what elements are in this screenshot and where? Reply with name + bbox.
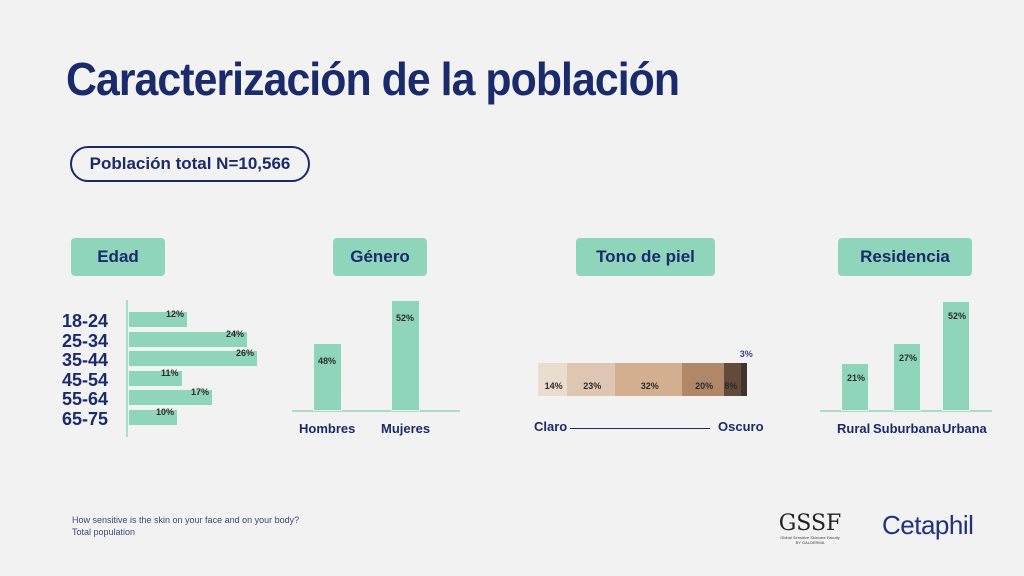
age-category-label: 18-24 <box>62 311 109 331</box>
skin-data-label: 8% <box>724 381 738 391</box>
residence-bar <box>893 343 921 411</box>
age-data-label: 17% <box>191 387 210 397</box>
age-bar <box>128 369 183 387</box>
age-category-label: 35-44 <box>62 350 109 370</box>
footnote-question: How sensitive is the skin on your face a… <box>72 515 300 525</box>
footnote: How sensitive is the skin on your face a… <box>72 514 299 538</box>
age-bar <box>128 389 213 406</box>
age-bar <box>128 350 258 367</box>
skin-data-label: 32% <box>640 381 659 391</box>
gssf-logo-sub: Global Sensitive Skincare Faculty <box>780 535 840 540</box>
skin-label-oscuro: Oscuro <box>718 419 764 434</box>
residence-category-label: Suburbana <box>873 421 941 436</box>
skin-segment <box>538 363 568 396</box>
residence-baseline <box>820 410 992 412</box>
age-data-label: 24% <box>226 328 245 339</box>
skin-data-label: 14% <box>544 381 563 391</box>
residence-data-label: 27% <box>899 353 918 364</box>
age-category-label: 25-34 <box>62 330 109 351</box>
cetaphil-logo: Cetaphil <box>882 510 974 540</box>
age-data-label: 26% <box>236 348 255 358</box>
skin-segment <box>682 363 724 396</box>
gender-bar <box>313 343 342 411</box>
gender-bar <box>391 300 420 411</box>
residence-bar <box>942 301 970 411</box>
gender-data-label: 52% <box>396 313 415 323</box>
residence-data-label: 21% <box>847 373 866 384</box>
gssf-logo-text: GSSF <box>778 511 842 536</box>
residence-category-label: Urbana <box>942 421 987 436</box>
gssf-logo: GSSF Global Sensitive Skincare Faculty B… <box>770 511 850 546</box>
skin-segment <box>740 363 747 396</box>
tab-tono-de-piel: Tono de piel <box>576 238 715 276</box>
tab-edad: Edad <box>71 238 165 276</box>
skin-data-label: 20% <box>695 381 714 391</box>
skin-label-claro: Claro <box>534 419 568 434</box>
skin-data-label: 23% <box>583 381 602 391</box>
gssf-logo-sub2: BY GALDERMA <box>795 540 825 545</box>
age-category-label: 55-64 <box>62 389 109 409</box>
gender-baseline <box>292 410 460 412</box>
skin-segment <box>615 363 683 396</box>
page-title: Caracterización de la población <box>66 53 680 105</box>
residence-category-label: Rural <box>837 421 871 436</box>
tab-residencia: Residencia <box>838 238 972 276</box>
age-data-label: 10% <box>156 406 175 417</box>
residence-data-label: 52% <box>948 311 967 322</box>
skin-scale-line <box>570 428 710 429</box>
age-axis <box>126 300 128 437</box>
age-category-label: 45-54 <box>62 369 109 390</box>
age-data-label: 11% <box>161 367 179 378</box>
skin-data-label: 3% <box>739 349 753 359</box>
age-category-label: 65-75 <box>62 408 109 429</box>
age-bar <box>128 330 248 348</box>
age-bar <box>128 408 178 426</box>
tab-genero: Género <box>333 238 427 276</box>
footnote-base: Total population <box>72 527 136 537</box>
gender-data-label: 48% <box>318 356 337 367</box>
age-bar <box>128 311 188 328</box>
residence-bar <box>841 363 869 411</box>
skin-segment <box>724 363 741 396</box>
gender-category-label: Hombres <box>299 421 356 436</box>
skin-segment <box>567 363 616 396</box>
population-badge: Población total N=10,566 <box>70 146 310 182</box>
age-data-label: 12% <box>166 309 185 319</box>
gender-category-label: Mujeres <box>381 421 431 436</box>
